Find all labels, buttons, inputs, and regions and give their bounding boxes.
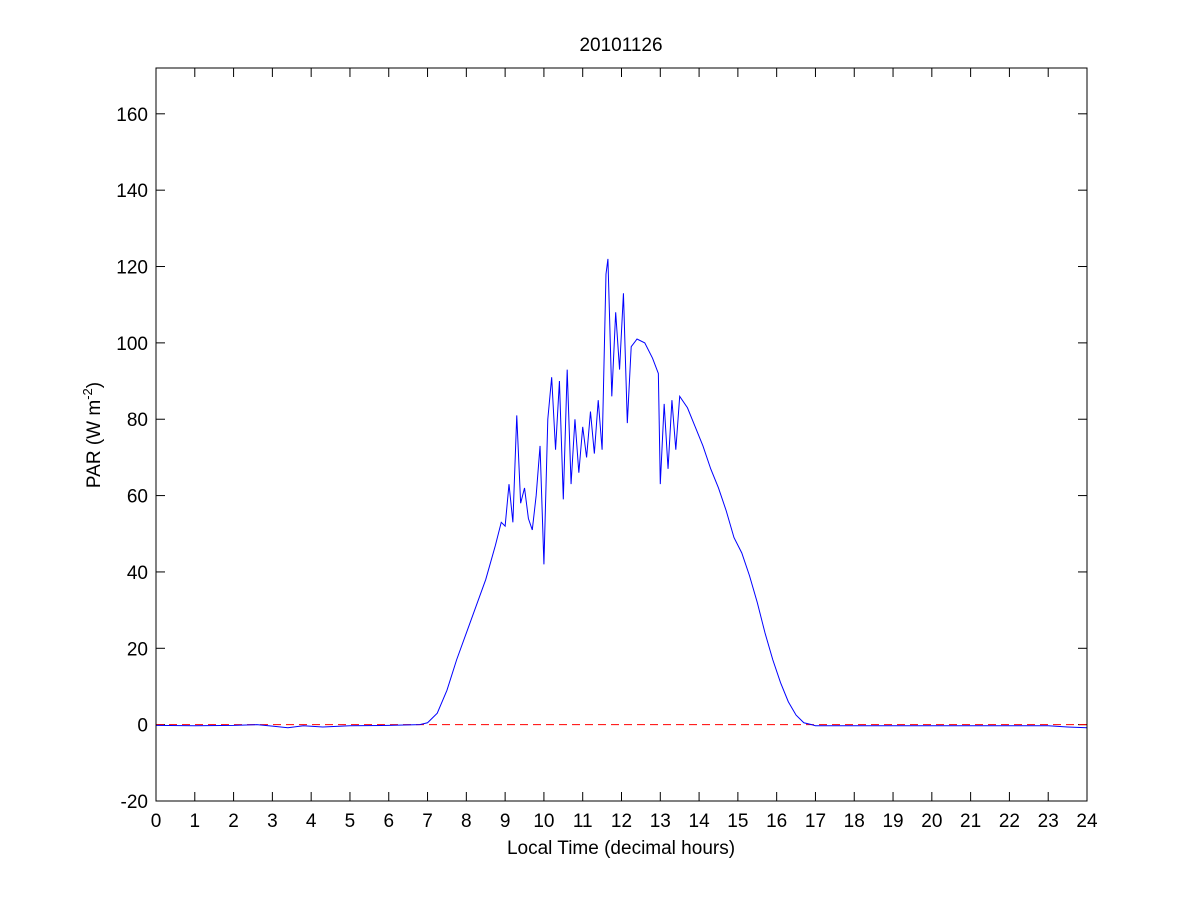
y-tick-label: 160 [116, 105, 148, 126]
y-tick-label: 20 [127, 639, 148, 660]
x-tick-label: 24 [1076, 811, 1098, 832]
x-tick-label: 22 [999, 811, 1020, 832]
x-tick-label: 16 [766, 811, 787, 832]
x-tick-label: 13 [650, 811, 671, 832]
y-label-end: ) [84, 382, 105, 388]
x-tick-label: 4 [306, 811, 317, 832]
y-axis-label: PAR (W m-2) [80, 382, 105, 488]
chart-title: 20101126 [579, 35, 662, 56]
x-tick-label: 9 [500, 811, 511, 832]
y-label-main: PAR (W m [84, 400, 105, 488]
y-tick-label: 100 [116, 334, 148, 355]
plot-frame [155, 67, 1088, 802]
x-tick-label: 6 [383, 811, 394, 832]
x-tick-label: 8 [461, 811, 472, 832]
y-tick-label: -20 [121, 792, 148, 813]
data-line [155, 258, 1088, 729]
y-tick-label: 120 [116, 258, 148, 279]
x-axis-label: Local Time (decimal hours) [507, 838, 735, 859]
x-tick-label: 1 [190, 811, 201, 832]
x-tick-label: 11 [573, 811, 593, 832]
x-tick-label: 21 [960, 811, 981, 832]
x-tick-label: 15 [727, 811, 748, 832]
x-tick-label: 10 [533, 811, 554, 832]
x-tick-label: 7 [422, 811, 433, 832]
x-tick-label: 5 [345, 811, 356, 832]
x-tick-label: 12 [611, 811, 632, 832]
y-tick-label: 60 [127, 487, 148, 508]
y-tick-label: 80 [127, 410, 148, 431]
x-tick-label: 19 [882, 811, 903, 832]
x-tick-label: 14 [689, 811, 711, 832]
y-tick-label: 40 [127, 563, 148, 584]
y-tick-label: 140 [116, 181, 148, 202]
y-label-sup: -2 [80, 388, 95, 400]
x-tick-label: 17 [805, 811, 826, 832]
x-tick-label: 3 [267, 811, 278, 832]
x-tick-label: 20 [921, 811, 942, 832]
x-tick-label: 23 [1038, 811, 1059, 832]
y-tick-label: 0 [137, 716, 148, 737]
x-tick-label: 2 [228, 811, 239, 832]
x-tick-label: 0 [151, 811, 162, 832]
x-tick-label: 18 [844, 811, 865, 832]
